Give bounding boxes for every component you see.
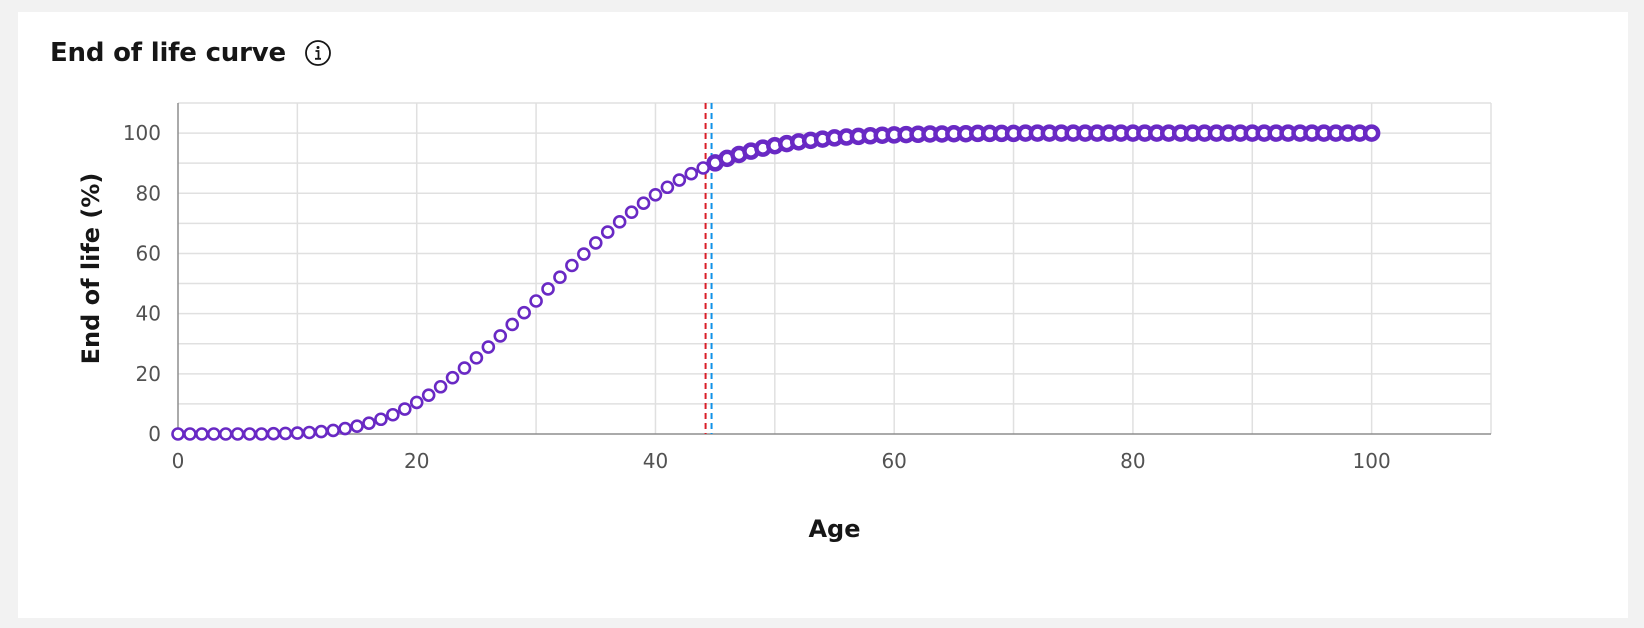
data-point bbox=[684, 166, 699, 181]
data-point bbox=[254, 427, 269, 441]
data-point bbox=[302, 425, 317, 440]
data-point bbox=[529, 294, 543, 308]
data-point bbox=[386, 407, 400, 422]
data-point bbox=[183, 427, 197, 441]
data-point bbox=[553, 270, 567, 285]
data-point bbox=[218, 427, 233, 441]
x-tick-label: 40 bbox=[643, 449, 668, 473]
reference-lines bbox=[704, 103, 713, 434]
axes bbox=[177, 103, 1491, 435]
chart-card: End of life curve 0 20 40 60 80 100 0 20 40 60 80 1… bbox=[18, 12, 1628, 618]
data-point bbox=[493, 329, 508, 343]
y-tick-label: 40 bbox=[136, 302, 161, 326]
data-point bbox=[397, 402, 412, 416]
data-point bbox=[278, 426, 293, 441]
data-point bbox=[612, 215, 627, 229]
data-point bbox=[171, 427, 185, 441]
grid-lines bbox=[178, 102, 1492, 434]
data-point bbox=[326, 423, 340, 438]
data-point bbox=[314, 424, 329, 439]
data-point bbox=[636, 196, 651, 211]
x-axis-title: Age bbox=[808, 515, 860, 543]
y-tick-label: 20 bbox=[136, 362, 161, 386]
data-point bbox=[565, 258, 579, 273]
data-points bbox=[171, 124, 1381, 441]
data-point bbox=[469, 351, 484, 365]
data-point bbox=[624, 205, 639, 220]
y-tick-label: 100 bbox=[123, 121, 161, 145]
x-tick-label: 20 bbox=[404, 449, 429, 473]
x-tick-label: 60 bbox=[881, 449, 906, 473]
data-point bbox=[445, 370, 460, 385]
data-point bbox=[338, 421, 352, 436]
chart-title: End of life curve bbox=[50, 38, 286, 68]
tick-labels: 0 20 40 60 80 100 0 20 40 60 80 100 bbox=[123, 121, 1391, 473]
data-point bbox=[195, 427, 209, 441]
x-tick-label: 100 bbox=[1353, 449, 1391, 473]
data-point bbox=[505, 317, 520, 332]
data-point bbox=[350, 419, 364, 433]
x-tick-label: 0 bbox=[172, 449, 185, 473]
data-point bbox=[588, 236, 603, 250]
data-point bbox=[660, 180, 675, 195]
data-point bbox=[290, 426, 305, 440]
y-tick-label: 80 bbox=[136, 181, 161, 205]
data-point bbox=[242, 427, 257, 441]
data-point bbox=[672, 173, 687, 187]
data-point bbox=[421, 388, 436, 402]
x-tick-label: 80 bbox=[1120, 449, 1145, 473]
data-point bbox=[207, 427, 221, 441]
data-point bbox=[517, 305, 531, 320]
data-point bbox=[433, 379, 448, 394]
y-tick-label: 0 bbox=[148, 422, 161, 446]
data-point bbox=[362, 416, 376, 430]
scatter-chart: 0 20 40 60 80 100 0 20 40 60 80 100 Age End of life… bbox=[77, 102, 1492, 543]
data-point bbox=[648, 187, 663, 202]
data-point bbox=[577, 247, 591, 261]
y-axis-title: End of life (%) bbox=[77, 173, 105, 365]
data-point bbox=[541, 282, 555, 296]
data-point bbox=[1362, 124, 1381, 142]
data-point bbox=[457, 361, 472, 375]
data-point bbox=[374, 412, 388, 427]
data-point bbox=[230, 427, 245, 441]
data-point bbox=[266, 426, 281, 441]
data-point bbox=[409, 395, 424, 410]
info-icon[interactable] bbox=[304, 39, 332, 67]
y-tick-label: 60 bbox=[136, 241, 161, 265]
card-header: End of life curve bbox=[50, 38, 332, 68]
data-point bbox=[481, 340, 496, 354]
data-point bbox=[600, 225, 615, 239]
